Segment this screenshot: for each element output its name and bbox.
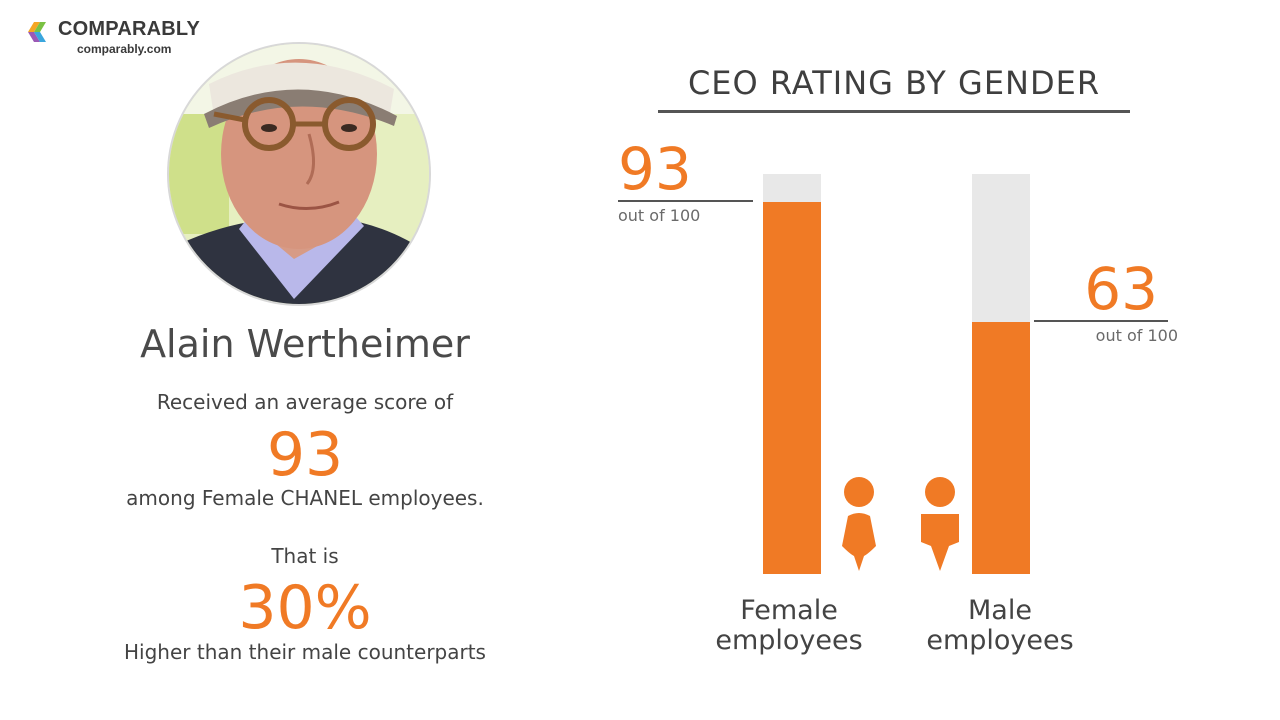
value-rule-1	[1034, 320, 1168, 322]
brand-logo: COMPARABLY comparably.com	[24, 18, 224, 62]
comparison-intro-text: That is	[271, 544, 339, 568]
bar-1	[972, 322, 1030, 574]
brand-name: COMPARABLY	[58, 18, 201, 40]
chart-title-underline	[658, 110, 1130, 113]
ceo-portrait-image	[169, 44, 429, 304]
data-sublabel-0: out of 100	[618, 206, 701, 225]
value-rule-0	[618, 200, 753, 202]
ceo-name: Alain Wertheimer	[140, 322, 470, 366]
bar-0	[763, 202, 821, 574]
category-label-0: Female employees	[715, 595, 863, 656]
score-intro-text: Received an average score of	[156, 390, 454, 414]
difference-percentage: 30%	[238, 573, 372, 643]
data-label-0: 93	[618, 135, 692, 203]
brand-url: comparably.com	[77, 42, 172, 56]
data-label-1: 63	[1084, 255, 1158, 323]
female-person-icon	[842, 477, 876, 571]
data-sublabel-1: out of 100	[1095, 326, 1178, 345]
average-score-value: 93	[266, 420, 344, 490]
score-context-text: among Female CHANEL employees.	[126, 486, 484, 510]
chart-title: CEO RATING BY GENDER	[687, 64, 1101, 102]
category-label-1: Male employees	[926, 595, 1074, 656]
male-person-icon	[921, 477, 959, 571]
comparison-text: Higher than their male counterparts	[124, 640, 486, 664]
ceo-avatar	[167, 42, 431, 306]
comparably-logo-icon	[28, 22, 46, 42]
